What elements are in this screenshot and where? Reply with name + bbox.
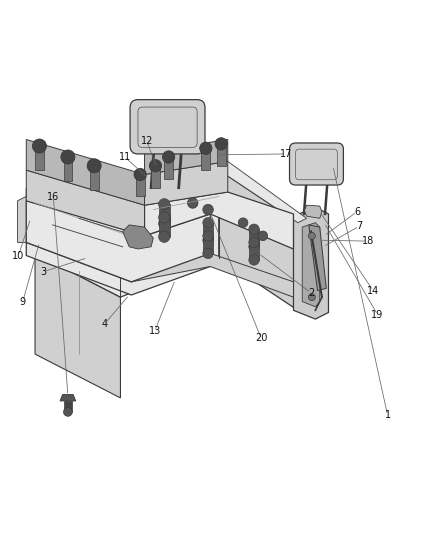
Circle shape <box>87 159 101 173</box>
Polygon shape <box>309 225 326 290</box>
Circle shape <box>203 231 213 241</box>
Circle shape <box>134 168 146 181</box>
Polygon shape <box>304 205 322 219</box>
Polygon shape <box>203 236 213 253</box>
Text: 10: 10 <box>12 251 25 261</box>
Polygon shape <box>26 140 145 205</box>
Polygon shape <box>60 394 76 401</box>
Text: 19: 19 <box>371 310 384 320</box>
Polygon shape <box>145 161 228 205</box>
Text: 1: 1 <box>385 410 391 421</box>
Polygon shape <box>123 225 153 249</box>
Text: 3: 3 <box>40 266 46 277</box>
Circle shape <box>258 231 268 241</box>
Circle shape <box>238 218 248 228</box>
Circle shape <box>32 139 46 153</box>
Circle shape <box>249 224 259 235</box>
Circle shape <box>159 212 170 223</box>
Polygon shape <box>217 144 226 166</box>
Text: 11: 11 <box>119 152 131 162</box>
Text: 12: 12 <box>141 136 153 146</box>
Circle shape <box>149 159 162 172</box>
Circle shape <box>203 204 213 215</box>
Circle shape <box>203 248 213 259</box>
Text: 6: 6 <box>354 207 360 217</box>
FancyBboxPatch shape <box>130 100 205 154</box>
Circle shape <box>61 150 75 164</box>
Circle shape <box>203 217 213 228</box>
Text: 14: 14 <box>367 286 379 296</box>
Polygon shape <box>64 401 72 412</box>
Text: 7: 7 <box>356 221 362 231</box>
Circle shape <box>187 198 198 208</box>
Polygon shape <box>90 166 99 190</box>
Circle shape <box>249 241 259 252</box>
Polygon shape <box>145 192 293 249</box>
Polygon shape <box>249 229 259 247</box>
Circle shape <box>215 138 227 150</box>
Circle shape <box>159 231 170 243</box>
Polygon shape <box>26 243 210 295</box>
Polygon shape <box>164 157 173 179</box>
Polygon shape <box>151 166 160 188</box>
Polygon shape <box>145 140 228 174</box>
Polygon shape <box>35 170 219 297</box>
Text: 9: 9 <box>20 296 26 306</box>
Polygon shape <box>131 253 293 297</box>
Text: 17: 17 <box>280 149 292 159</box>
Text: 20: 20 <box>255 333 267 343</box>
Text: 18: 18 <box>362 236 374 246</box>
Circle shape <box>200 142 212 155</box>
Polygon shape <box>219 161 307 223</box>
Text: 13: 13 <box>148 326 161 336</box>
Polygon shape <box>64 157 72 181</box>
Polygon shape <box>159 217 170 237</box>
Polygon shape <box>26 170 145 236</box>
Polygon shape <box>293 207 328 319</box>
Circle shape <box>64 408 72 416</box>
Polygon shape <box>159 204 170 223</box>
Polygon shape <box>219 170 298 310</box>
Polygon shape <box>35 161 219 253</box>
Text: 2: 2 <box>308 288 314 298</box>
Circle shape <box>203 235 213 246</box>
Text: 16: 16 <box>47 192 60 203</box>
Polygon shape <box>26 201 210 282</box>
Polygon shape <box>201 148 210 170</box>
Polygon shape <box>203 223 213 240</box>
Polygon shape <box>302 223 320 307</box>
Polygon shape <box>18 188 26 243</box>
Circle shape <box>249 237 259 248</box>
Circle shape <box>159 199 170 210</box>
Circle shape <box>308 232 315 239</box>
Polygon shape <box>35 253 120 398</box>
Polygon shape <box>249 243 259 260</box>
Polygon shape <box>136 174 145 197</box>
Text: 4: 4 <box>101 319 107 329</box>
Circle shape <box>308 294 315 301</box>
Circle shape <box>162 151 175 163</box>
FancyBboxPatch shape <box>290 143 343 185</box>
Polygon shape <box>35 146 44 170</box>
Circle shape <box>249 255 259 265</box>
Circle shape <box>159 218 170 229</box>
